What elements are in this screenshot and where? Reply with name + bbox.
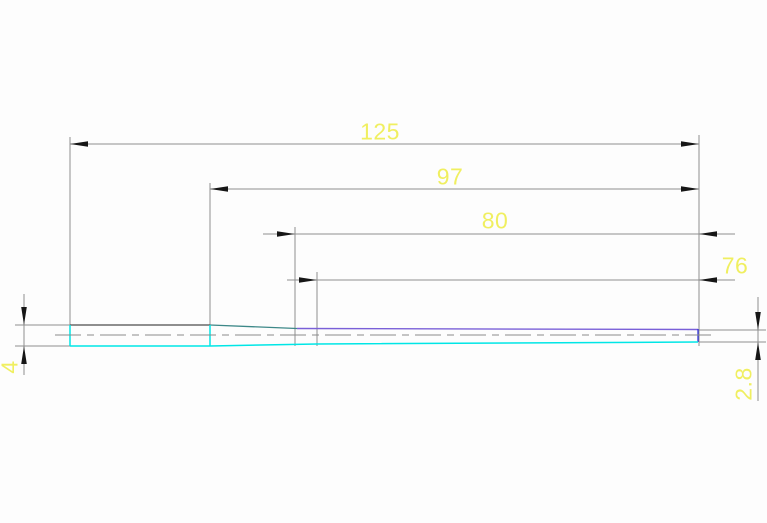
part-bottom-edge — [70, 341, 699, 347]
dimension-76[interactable] — [287, 272, 735, 346]
dimension-125[interactable] — [69, 137, 699, 325]
dim-label-76[interactable]: 76 — [721, 252, 749, 279]
dim-label-2-8[interactable]: 2.8 — [730, 367, 757, 401]
part-taper-top-edge — [209, 324, 298, 330]
arrowhead-right — [681, 141, 699, 147]
arrowhead-down — [21, 307, 27, 325]
dim-label-80[interactable]: 80 — [481, 207, 509, 234]
arrowhead-up — [21, 346, 27, 364]
dimension-4[interactable] — [15, 294, 70, 375]
arrowhead-right — [699, 277, 717, 283]
dimension-80[interactable] — [263, 227, 735, 346]
part-top-right-edge — [296, 327, 699, 331]
arrowhead-right — [699, 231, 717, 237]
arrowhead-right — [681, 186, 699, 192]
arrowhead-up — [755, 342, 761, 360]
dim-label-125[interactable]: 125 — [360, 118, 400, 145]
arrowhead-down — [755, 312, 761, 330]
dim-label-4[interactable]: 4 — [0, 360, 23, 373]
dim-label-97[interactable]: 97 — [436, 163, 464, 190]
dimension-2-8[interactable] — [699, 297, 766, 401]
dimension-97[interactable] — [209, 183, 699, 325]
arrowhead-left — [299, 277, 317, 283]
arrowhead-left — [70, 141, 88, 147]
arrowhead-left — [210, 186, 228, 192]
part-outline[interactable] — [69, 324, 699, 347]
arrowhead-left — [277, 231, 295, 237]
